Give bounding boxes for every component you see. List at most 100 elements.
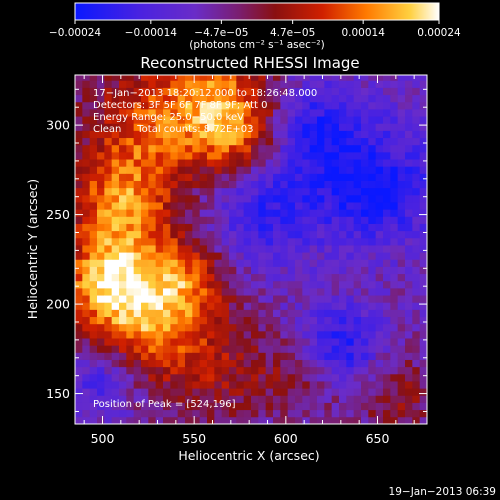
- heatmap-cell: [309, 87, 318, 96]
- heatmap-cell: [309, 245, 318, 253]
- heatmap-cell: [339, 388, 347, 396]
- heatmap-cell: [273, 388, 281, 396]
- heatmap-cell: [273, 159, 281, 167]
- heatmap-cell: [111, 345, 120, 353]
- heatmap-cell: [133, 101, 142, 110]
- heatmap-cell: [383, 352, 391, 360]
- heatmap-cell: [390, 94, 399, 103]
- heatmap-cell: [111, 273, 120, 282]
- heatmap-cell: [317, 330, 325, 339]
- heatmap-cell: [419, 287, 427, 296]
- heatmap-cell: [141, 309, 149, 318]
- heatmap-cell: [170, 130, 179, 139]
- heatmap-cell: [192, 309, 201, 318]
- heatmap-cell: [148, 345, 157, 353]
- heatmap-cell: [346, 137, 355, 146]
- colorbar-units: (photons cm⁻² s⁻¹ asec⁻²): [189, 39, 324, 51]
- heatmap-cell: [170, 338, 179, 346]
- heatmap-cell: [258, 109, 267, 117]
- heatmap-cell: [119, 237, 127, 246]
- heatmap-cell: [170, 295, 179, 303]
- heatmap-cell: [295, 202, 303, 210]
- heatmap-cell: [265, 202, 274, 210]
- heatmap-cell: [236, 323, 245, 332]
- heatmap-cell: [177, 173, 186, 181]
- heatmap-cell: [155, 216, 164, 224]
- heatmap-cell: [243, 381, 252, 389]
- heatmap-cell: [383, 101, 391, 110]
- heatmap-cell: [265, 109, 274, 117]
- heatmap-cell: [397, 252, 406, 260]
- heatmap-cell: [221, 230, 230, 239]
- heatmap-cell: [177, 230, 186, 239]
- heatmap-cell: [412, 144, 421, 153]
- colorbar-tick-label: −0.00014: [125, 27, 178, 39]
- heatmap-cell: [295, 259, 303, 267]
- heatmap-cell: [302, 216, 311, 224]
- heatmap-cell: [148, 359, 157, 368]
- heatmap-cell: [331, 373, 340, 382]
- heatmap-cell: [207, 373, 215, 382]
- heatmap-cell: [163, 309, 171, 318]
- heatmap-cell: [133, 144, 142, 153]
- heatmap-cell: [199, 280, 208, 289]
- heatmap-cell: [302, 280, 311, 289]
- heatmap-cell: [221, 409, 230, 418]
- heatmap-cell: [177, 295, 186, 303]
- heatmap-cell: [295, 309, 303, 318]
- heatmap-cell: [214, 130, 223, 139]
- heatmap-cell: [368, 101, 377, 110]
- heatmap-cell: [243, 94, 252, 103]
- heatmap-cell: [383, 287, 391, 296]
- heatmap-cell: [361, 130, 369, 139]
- heatmap-cell: [317, 316, 325, 325]
- heatmap-cell: [265, 330, 274, 339]
- heatmap-cell: [170, 366, 179, 375]
- heatmap-cell: [236, 123, 245, 131]
- heatmap-cell: [119, 266, 127, 275]
- heatmap-cell: [280, 159, 289, 167]
- heatmap-cell: [97, 302, 105, 310]
- heatmap-cell: [273, 130, 281, 139]
- heatmap-cell: [280, 330, 289, 339]
- heatmap-cell: [207, 323, 215, 332]
- heatmap-cell: [97, 309, 105, 318]
- heatmap-cell: [273, 75, 281, 81]
- heatmap-cell: [89, 302, 98, 310]
- heatmap-cell: [339, 330, 347, 339]
- heatmap-cell: [265, 259, 274, 267]
- heatmap-cell: [383, 116, 391, 124]
- heatmap-cell: [170, 123, 179, 131]
- heatmap-cell: [251, 159, 259, 167]
- heatmap-cell: [368, 166, 377, 174]
- heatmap-cell: [273, 409, 281, 418]
- heatmap-cell: [375, 395, 384, 403]
- heatmap-cell: [185, 252, 193, 260]
- heatmap-cell: [273, 345, 281, 353]
- heatmap-cell: [243, 302, 252, 310]
- heatmap-cell: [339, 180, 347, 189]
- heatmap-cell: [229, 273, 237, 282]
- heatmap-cell: [111, 101, 120, 110]
- heatmap-cell: [229, 130, 237, 139]
- heatmap-cell: [243, 166, 252, 174]
- heatmap-cell: [133, 302, 142, 310]
- heatmap-cell: [346, 309, 355, 318]
- heatmap-cell: [412, 209, 421, 217]
- heatmap-cell: [192, 180, 201, 189]
- heatmap-cell: [97, 388, 105, 396]
- heatmap-cell: [97, 137, 105, 146]
- heatmap-cell: [104, 151, 113, 160]
- heatmap-cell: [192, 409, 201, 418]
- heatmap-cell: [221, 194, 230, 203]
- heatmap-cell: [397, 101, 406, 110]
- heatmap-cell: [405, 388, 413, 396]
- heatmap-cell: [133, 252, 142, 260]
- heatmap-cell: [243, 216, 252, 224]
- heatmap-cell: [397, 116, 406, 124]
- heatmap-cell: [317, 409, 325, 418]
- heatmap-cell: [185, 345, 193, 353]
- heatmap-cell: [82, 352, 91, 360]
- heatmap-cell: [170, 273, 179, 282]
- heatmap-cell: [170, 116, 179, 124]
